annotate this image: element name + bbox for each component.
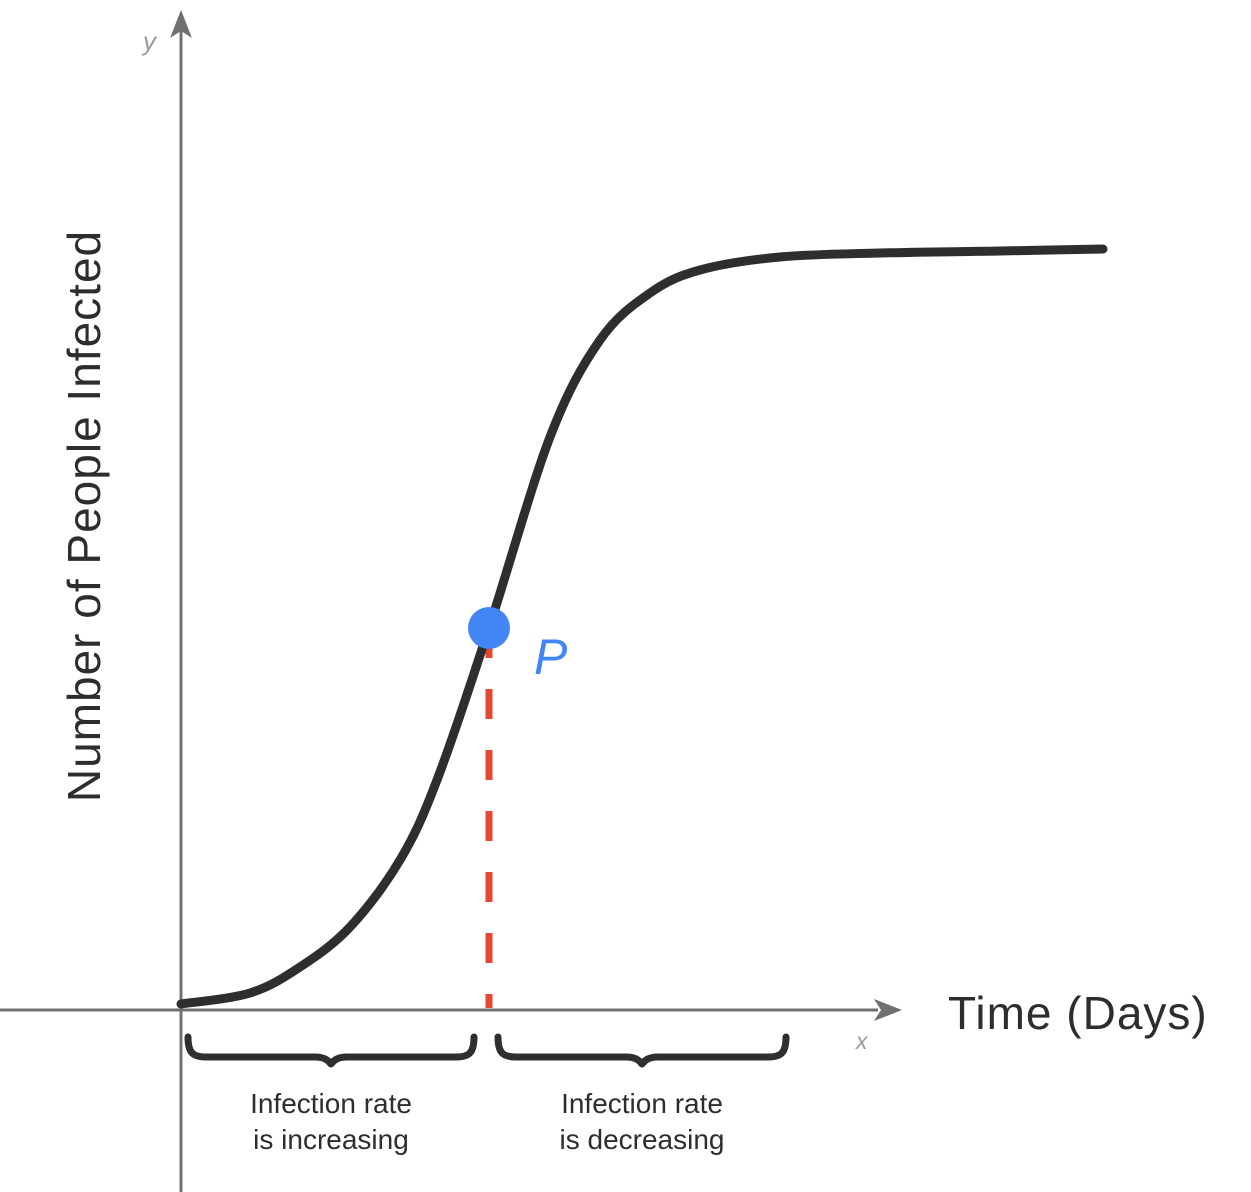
annotation-increasing-line1: Infection rate bbox=[250, 1088, 412, 1119]
decreasing-brace-icon bbox=[494, 1033, 790, 1068]
annotation-decreasing-line1: Infection rate bbox=[561, 1088, 723, 1119]
y-axis-letter: y bbox=[143, 26, 156, 56]
annotation-decreasing-line2: is decreasing bbox=[559, 1124, 725, 1155]
infection-curve bbox=[176, 244, 1108, 1009]
inflection-point-marker bbox=[468, 607, 510, 649]
y-axis-arrowhead-icon bbox=[170, 10, 192, 38]
y-axis-title: Number of People Infected bbox=[58, 229, 110, 803]
increasing-brace-icon bbox=[184, 1033, 478, 1068]
annotation-decreasing: Infection rate is decreasing bbox=[482, 1086, 802, 1158]
x-axis-title: Time (Days) bbox=[948, 987, 1208, 1039]
x-axis-letter: x bbox=[856, 1028, 868, 1054]
x-axis-arrowhead-icon bbox=[874, 999, 902, 1021]
annotation-increasing-line2: is increasing bbox=[253, 1124, 409, 1155]
point-P-label: P bbox=[534, 629, 568, 685]
annotation-increasing: Infection rate is increasing bbox=[171, 1086, 491, 1158]
